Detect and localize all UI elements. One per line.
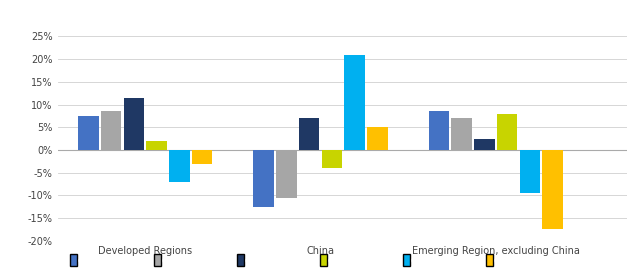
Bar — [322, 150, 342, 168]
Bar — [367, 127, 388, 150]
Bar — [429, 111, 449, 150]
Bar — [543, 150, 563, 229]
FancyBboxPatch shape — [403, 254, 410, 266]
Text: Q3 2014: Q3 2014 — [245, 257, 280, 266]
Bar — [299, 118, 319, 150]
FancyBboxPatch shape — [320, 254, 327, 266]
Bar — [497, 114, 517, 150]
FancyBboxPatch shape — [70, 254, 77, 266]
Bar — [101, 111, 122, 150]
Bar — [520, 150, 540, 193]
FancyBboxPatch shape — [154, 254, 161, 266]
Text: Q1 2014: Q1 2014 — [79, 257, 114, 266]
Bar — [451, 118, 472, 150]
Bar — [253, 150, 274, 207]
Text: Y/Y TV shipment growth: Y/Y TV shipment growth — [8, 15, 188, 28]
Bar — [124, 98, 144, 150]
FancyBboxPatch shape — [486, 254, 493, 266]
FancyBboxPatch shape — [237, 254, 244, 266]
Bar — [474, 139, 495, 150]
Bar — [344, 55, 365, 150]
Bar — [78, 116, 99, 150]
Bar — [147, 141, 167, 150]
Bar — [276, 150, 296, 198]
Text: Q1 2015: Q1 2015 — [328, 257, 364, 266]
Text: Q2 2014: Q2 2014 — [162, 257, 197, 266]
Bar — [169, 150, 189, 182]
Text: Q3 2015: Q3 2015 — [495, 257, 530, 266]
Bar — [192, 150, 212, 164]
Text: Q2 2015: Q2 2015 — [412, 257, 447, 266]
